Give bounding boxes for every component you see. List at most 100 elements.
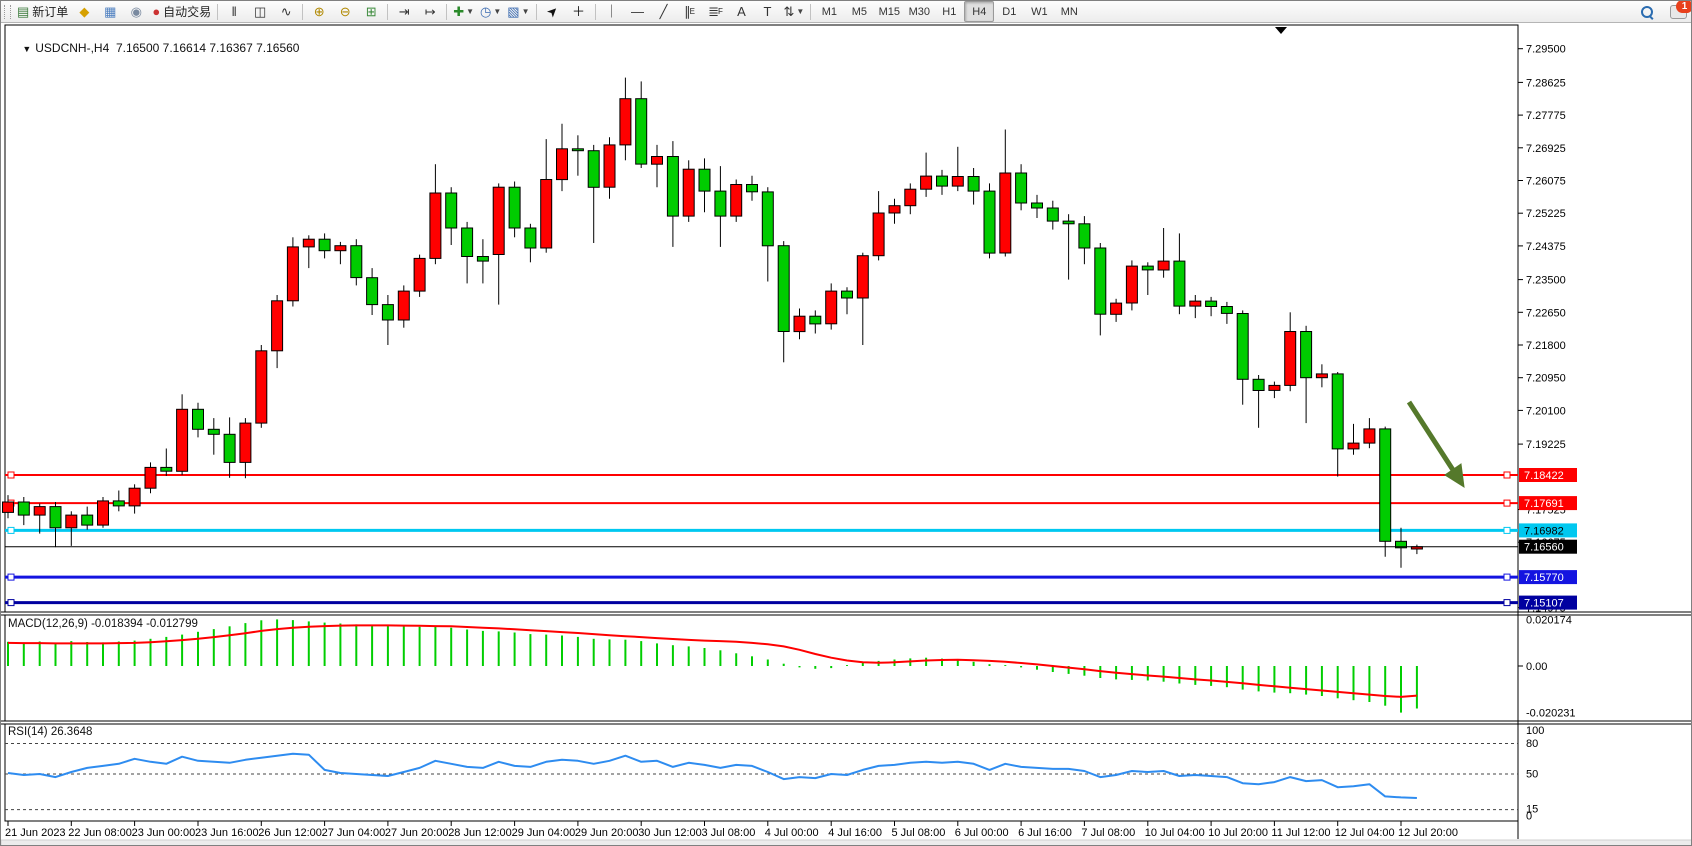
candlestick-chart-icon: ◫ bbox=[254, 4, 267, 19]
chart-shift-button[interactable]: ↦ bbox=[417, 1, 443, 22]
auto-scroll-button[interactable]: ⇥ bbox=[391, 1, 417, 22]
timeframe-mn-button[interactable]: MN bbox=[1060, 5, 1078, 18]
chart-shift-marker[interactable] bbox=[1275, 27, 1287, 34]
notifications-button[interactable]: 1 bbox=[1670, 1, 1691, 19]
chart-symbol-period: USDCNH-,H4 bbox=[35, 41, 110, 55]
terminal-button[interactable]: ▦ bbox=[97, 1, 123, 22]
periods-button[interactable]: ◷ ▼ bbox=[477, 1, 504, 22]
timeframe-m30-button[interactable]: M30 bbox=[908, 5, 931, 18]
bar-chart-button[interactable]: ‖ bbox=[221, 1, 247, 22]
svg-text:0: 0 bbox=[1526, 811, 1532, 823]
vertical-line-button[interactable]: ｜ bbox=[599, 1, 625, 22]
auto-scroll-icon: ⇥ bbox=[398, 4, 410, 19]
collapse-pane-icon[interactable]: ▼ bbox=[22, 44, 32, 54]
zoom-in-icon: ⊕ bbox=[313, 4, 325, 19]
candlestick-chart-button[interactable]: ◫ bbox=[247, 1, 273, 22]
arrows-icon: ⇅ bbox=[783, 4, 795, 19]
chart-ohlc-values: 7.16500 7.16614 7.16367 7.16560 bbox=[115, 41, 300, 55]
svg-text:50: 50 bbox=[1526, 769, 1538, 781]
horizontal-level-lines[interactable] bbox=[5, 471, 1518, 607]
toolbar-separator bbox=[446, 3, 448, 20]
sell-arrow-annotation[interactable] bbox=[1406, 400, 1465, 488]
svg-text:6 Jul 00:00: 6 Jul 00:00 bbox=[955, 827, 1009, 839]
toolbar-grip[interactable] bbox=[4, 4, 11, 19]
timeframe-h1-button[interactable]: H1 bbox=[942, 5, 957, 18]
macd-histogram bbox=[7, 619, 1418, 713]
svg-text:22 Jun 08:00: 22 Jun 08:00 bbox=[68, 827, 132, 839]
text-button[interactable]: A bbox=[729, 1, 755, 22]
svg-text:27 Jun 20:00: 27 Jun 20:00 bbox=[385, 827, 449, 839]
svg-text:27 Jun 04:00: 27 Jun 04:00 bbox=[322, 827, 386, 839]
svg-text:7.24375: 7.24375 bbox=[1526, 241, 1566, 253]
toolbar-separator bbox=[387, 3, 389, 20]
svg-text:100: 100 bbox=[1526, 725, 1544, 737]
svg-text:7.26075: 7.26075 bbox=[1526, 176, 1566, 188]
horizontal-line-button[interactable]: — bbox=[625, 1, 651, 22]
toolbar-separator bbox=[810, 3, 812, 20]
auto-trading-button[interactable]: ● 自动交易 bbox=[152, 4, 212, 19]
bar-chart-icon: ‖ bbox=[231, 4, 237, 19]
cursor-button[interactable]: ➤ bbox=[540, 1, 566, 22]
signal-button[interactable]: ◉ bbox=[123, 1, 149, 22]
svg-text:7.21800: 7.21800 bbox=[1526, 340, 1566, 352]
tile-windows-button[interactable]: ⊞ bbox=[358, 1, 384, 22]
timeframe-w1-button[interactable]: W1 bbox=[1031, 5, 1048, 18]
crosshair-button[interactable]: ＋ bbox=[566, 1, 592, 22]
horizontal-line-icon: — bbox=[631, 4, 644, 19]
zoom-in-button[interactable]: ⊕ bbox=[306, 1, 332, 22]
search-button[interactable] bbox=[1634, 1, 1660, 22]
fibonacci-button[interactable]: ≣ F bbox=[708, 4, 723, 19]
pane-borders bbox=[4, 24, 1519, 839]
svg-text:12 Jul 20:00: 12 Jul 20:00 bbox=[1398, 827, 1458, 839]
signal-icon: ◉ bbox=[130, 4, 142, 19]
svg-text:0.00: 0.00 bbox=[1526, 661, 1547, 673]
arrows-button[interactable]: ⇅ ▼ bbox=[781, 1, 808, 22]
timeframe-m15-button[interactable]: M15 bbox=[878, 5, 901, 18]
svg-text:7.22650: 7.22650 bbox=[1526, 307, 1566, 319]
rsi-indicator-label: RSI(14) 26.3648 bbox=[8, 726, 93, 738]
chart-shift-icon: ↦ bbox=[424, 4, 436, 19]
svg-text:0.020174: 0.020174 bbox=[1526, 614, 1572, 626]
auto-trading-icon: ● bbox=[152, 4, 161, 19]
add-indicator-button[interactable]: ✚ ▼ bbox=[450, 1, 477, 22]
chevron-down-icon: ▼ bbox=[466, 7, 475, 16]
equidistant-channel-button[interactable]: ∥ E bbox=[684, 4, 695, 19]
svg-text:7.27775: 7.27775 bbox=[1526, 110, 1566, 122]
text-icon: A bbox=[737, 4, 746, 19]
tile-windows-icon: ⊞ bbox=[365, 4, 377, 19]
new-order-button[interactable]: ▤ 新订单 bbox=[17, 4, 69, 19]
timeframe-m1-button[interactable]: M1 bbox=[821, 5, 837, 18]
toolbar-right: 1 bbox=[1634, 1, 1691, 22]
svg-text:7.26925: 7.26925 bbox=[1526, 143, 1566, 155]
pane-separators[interactable] bbox=[1, 611, 1692, 725]
gold-button[interactable]: ◆ bbox=[71, 1, 97, 22]
time-axis[interactable]: 21 Jun 2023 22 Jun 08:00 23 Jun 00:00 23 Ju… bbox=[5, 821, 1458, 839]
toolbar-separator bbox=[535, 3, 537, 20]
timeframe-m5-button[interactable]: M5 bbox=[851, 5, 867, 18]
timeframe-d1-button[interactable]: D1 bbox=[1002, 5, 1017, 18]
trendline-icon: ╱ bbox=[659, 4, 668, 19]
svg-text:21 Jun 2023: 21 Jun 2023 bbox=[5, 827, 66, 839]
svg-text:23 Jun 00:00: 23 Jun 00:00 bbox=[132, 827, 196, 839]
search-icon bbox=[1641, 5, 1654, 20]
status-strip bbox=[1, 839, 1691, 845]
svg-text:29 Jun 04:00: 29 Jun 04:00 bbox=[512, 827, 576, 839]
template-button[interactable]: ▧ ▼ bbox=[504, 1, 532, 22]
line-chart-icon: ∿ bbox=[280, 4, 292, 19]
text-label-button[interactable]: T bbox=[755, 1, 781, 22]
rsi-level-lines bbox=[5, 743, 1518, 811]
svg-text:4 Jul 00:00: 4 Jul 00:00 bbox=[765, 827, 819, 839]
macd-signal-line bbox=[7, 624, 1417, 698]
svg-text:3 Jul 08:00: 3 Jul 08:00 bbox=[702, 827, 756, 839]
chart-title: ▼ USDCNH-,H4 7.16500 7.16614 7.16367 7.16… bbox=[9, 27, 299, 69]
trendline-button[interactable]: ╱ bbox=[651, 1, 677, 22]
zoom-out-button[interactable]: ⊖ bbox=[332, 1, 358, 22]
line-chart-button[interactable]: ∿ bbox=[273, 1, 299, 22]
svg-text:23 Jun 16:00: 23 Jun 16:00 bbox=[195, 827, 259, 839]
svg-text:7.15107: 7.15107 bbox=[1524, 598, 1564, 610]
notification-badge: 1 bbox=[1676, 1, 1691, 13]
timeframe-h4-button[interactable]: H4 bbox=[964, 1, 995, 22]
macd-indicator-label: MACD(12,26,9) -0.018394 -0.012799 bbox=[8, 618, 198, 630]
